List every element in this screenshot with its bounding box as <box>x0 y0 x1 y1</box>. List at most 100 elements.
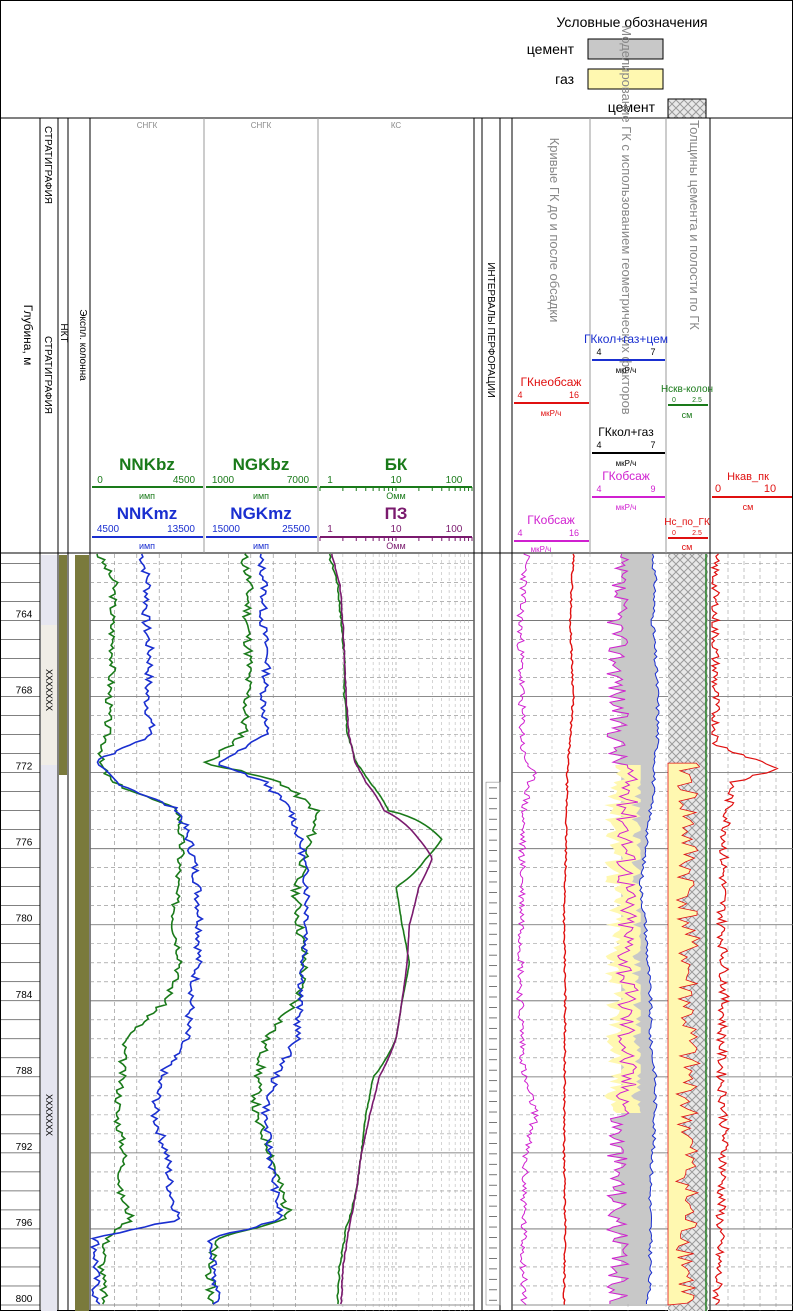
ngkbz-curve <box>202 553 321 1305</box>
gkneobs-min: 4 <box>517 390 522 400</box>
legend: Условные обозначения цемент газ цемент <box>527 14 708 119</box>
curves <box>89 553 779 1311</box>
gkobs2-curve <box>606 553 639 1304</box>
gk-curves-title: Кривые ГК до и после обсадки <box>547 138 562 323</box>
legend-swatch-cement-hatch <box>667 98 707 119</box>
grid <box>0 487 793 1311</box>
hkav-name: Нкав_пк <box>727 471 769 483</box>
depth-tick-label: 800 <box>16 1294 33 1305</box>
gkobs-max: 16 <box>569 528 579 538</box>
ngkbz-min: 1000 <box>212 475 235 486</box>
depth-axis: 764 768 772 776 780 784 788 792 796 800 <box>16 610 33 1305</box>
gkobs2-max: 9 <box>650 484 655 494</box>
depth-tick-label: 780 <box>16 914 33 925</box>
depth-tick-label: 772 <box>16 762 33 773</box>
track-borders <box>39 118 711 1311</box>
gkobs-unit: мкР/ч <box>531 545 552 554</box>
hcpo-min: 0 <box>672 530 676 537</box>
ngkmz-curve <box>206 553 311 1305</box>
gk-curves-title-text: Кривые ГК до и после обсадки <box>547 138 562 323</box>
depth-tick-label: 776 <box>16 838 33 849</box>
perforation-intervals <box>485 781 501 1306</box>
gkobs2-min: 4 <box>596 484 601 494</box>
nkt-title: НКТ <box>58 323 69 342</box>
nnkbz-curve <box>96 553 186 1305</box>
legend-title: Условные обозначения <box>556 14 707 30</box>
track-sub-borders <box>203 118 667 553</box>
ngkmz-unit: имп <box>253 541 269 551</box>
legend-swatch-gas <box>587 68 664 90</box>
gkkolgazcem-max: 7 <box>650 347 655 357</box>
nnkmz-max: 13500 <box>167 524 195 535</box>
thickness-title: Толщины цемента и полости по ГК <box>687 120 702 330</box>
hcpo-max: 2.5 <box>692 530 702 537</box>
legend-swatch-cement <box>587 38 664 60</box>
gkkolgazcem-unit: мкР/ч <box>616 366 637 375</box>
depth-tick-label: 768 <box>16 686 33 697</box>
column-title: Экспл. колонна <box>77 309 88 381</box>
depth-tick-label: 792 <box>16 1142 33 1153</box>
strat-columns: XXXXXXX XXXXXXX <box>41 555 89 1311</box>
ngkbz-max: 7000 <box>287 475 310 486</box>
depth-tick-label: 764 <box>16 610 33 621</box>
hskv-name: Нскв-колон <box>661 384 713 395</box>
hskv-unit: см <box>682 410 693 420</box>
gkkolgazcem-min: 4 <box>596 347 601 357</box>
nnkmz-min: 4500 <box>97 524 120 535</box>
pz-curve <box>331 553 433 1305</box>
ks-title: КС <box>391 121 402 130</box>
hkav-unit: см <box>743 502 754 512</box>
pz-min: 1 <box>327 524 333 535</box>
gkkolgaz-name: ГКкол+газ <box>598 425 654 439</box>
depth-axis-title: Глубина, м <box>21 305 35 366</box>
bk-curve <box>328 553 443 1305</box>
gkkolgaz-min: 4 <box>596 440 601 450</box>
gkobs2-name: ГКобсаж <box>602 469 650 483</box>
strat-label-1: XXXXXXX <box>44 669 54 711</box>
legend-label-cement: цемент <box>527 41 575 57</box>
gkobs-name: ГКобсаж <box>527 513 575 527</box>
hcpo-unit: см <box>682 542 693 552</box>
hkav-curve <box>710 553 779 1306</box>
depth-tick-label: 788 <box>16 1066 33 1077</box>
track-titles: Глубина, м СТРАТИГРАФИЯ СТРАТИГРАФИЯ НКТ… <box>21 25 702 414</box>
nnkbz-name: NNKbz <box>119 455 175 474</box>
gkobs-min: 4 <box>517 528 522 538</box>
gkkolgaz-unit: мкР/ч <box>616 459 637 468</box>
ngkbz-unit: имп <box>253 491 269 501</box>
nnkmz-curve <box>89 553 205 1305</box>
hskv-max: 2.5 <box>692 397 702 404</box>
gkkolgazcem-name: ГКкол+газ+цем <box>584 332 668 346</box>
pz-mid: 10 <box>390 524 402 535</box>
modeling-title: Моделирование ГК с использованием геомет… <box>619 25 634 414</box>
nnkmz-name: NNKmz <box>117 504 177 523</box>
bk-unit: Омм <box>386 491 405 501</box>
pz-name: ПЗ <box>385 504 408 523</box>
ngkbz-name: NGKbz <box>233 455 290 474</box>
hkav-min: 0 <box>715 483 721 495</box>
gkneobs-curve <box>562 553 575 1305</box>
nnkbz-unit: имп <box>139 491 155 501</box>
pz-max: 100 <box>446 524 463 535</box>
gkneobs-max: 16 <box>569 390 579 400</box>
hskv-min: 0 <box>672 397 676 404</box>
ngkmz-max: 25500 <box>282 524 310 535</box>
thickness-fill <box>667 762 702 1306</box>
gkneobs-name: ГКнеобсаж <box>521 375 582 389</box>
bk-max: 100 <box>446 475 463 486</box>
nnkbz-max: 4500 <box>173 475 196 486</box>
bk-name: БК <box>385 455 408 474</box>
bk-min: 1 <box>327 475 333 486</box>
fills <box>604 554 708 1311</box>
depth-tick-label: 796 <box>16 1218 33 1229</box>
gkneobs-unit: мкР/ч <box>541 409 562 418</box>
nnkbz-min: 0 <box>97 475 103 486</box>
strat-title-1: СТРАТИГРАФИЯ <box>42 126 53 204</box>
legend-label-gas: газ <box>555 71 574 87</box>
gkobs2-unit: мкР/ч <box>616 503 637 512</box>
sngk-title-1: СНГК <box>137 121 158 130</box>
gas-fill <box>604 765 641 1113</box>
bk-mid: 10 <box>390 475 402 486</box>
gkkolgazcem-curve <box>639 553 660 1305</box>
